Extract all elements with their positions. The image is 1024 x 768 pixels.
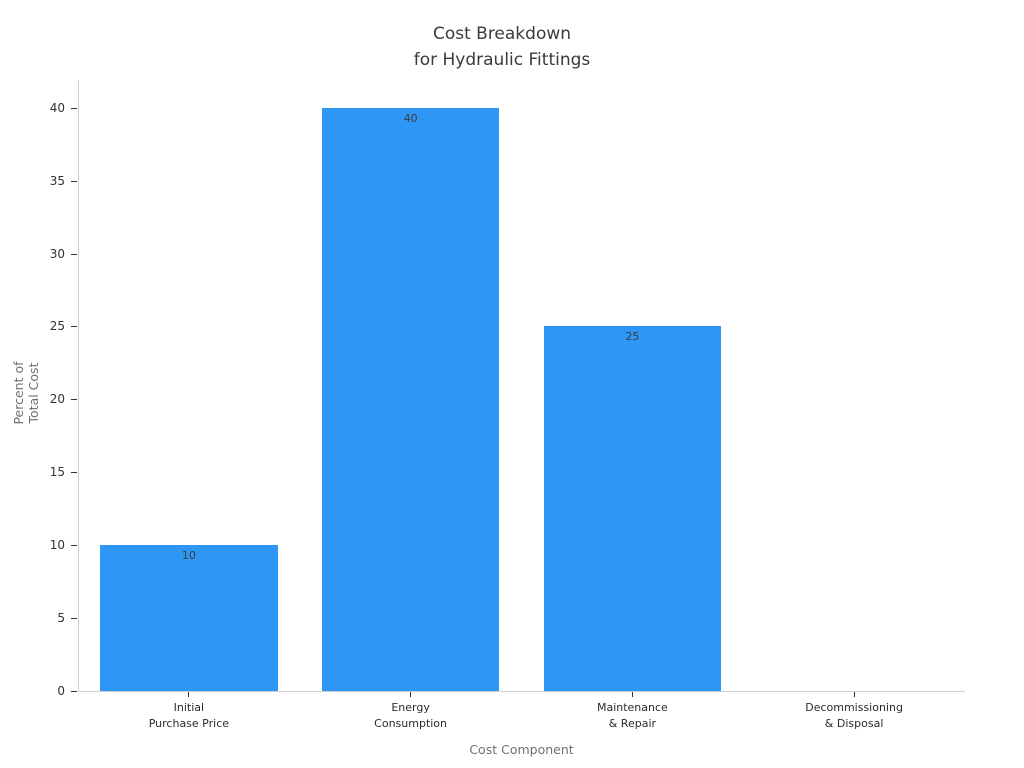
- y-tick-mark: [71, 472, 77, 473]
- x-tick-label: Initial Purchase Price: [148, 701, 230, 730]
- y-tick-mark: [71, 181, 77, 182]
- y-tick-label: 15: [49, 465, 65, 479]
- bar: 25: [543, 326, 722, 691]
- y-tick-label: 0: [57, 684, 65, 698]
- x-axis-line: [78, 691, 965, 692]
- bar-value-label: 25: [625, 330, 640, 344]
- x-tick-mark: [853, 692, 855, 697]
- y-tick-label: 40: [49, 101, 65, 115]
- y-tick-mark: [71, 691, 77, 692]
- y-tick-mark: [71, 545, 77, 546]
- y-tick-mark: [71, 326, 77, 327]
- y-tick-mark: [71, 108, 77, 109]
- bar-value-label: 10: [181, 549, 196, 563]
- y-tick-mark: [71, 618, 77, 619]
- y-tick-mark: [71, 399, 77, 400]
- x-tick-mark: [410, 692, 412, 697]
- x-tick-label: Energy Consumption: [374, 701, 448, 730]
- bar-value-label: 40: [403, 111, 418, 125]
- bar: 10: [100, 545, 278, 691]
- y-tick-label: 20: [49, 392, 65, 406]
- x-axis-title: Cost Component: [469, 742, 574, 757]
- chart-title: Cost Breakdown for Hydraulic Fittings: [413, 24, 591, 70]
- y-tick-label: 10: [49, 538, 65, 552]
- bar: 40: [321, 107, 500, 691]
- y-tick-label: 25: [49, 319, 65, 333]
- x-tick-label: Maintenance & Repair: [596, 701, 668, 730]
- x-tick-mark: [631, 692, 633, 697]
- y-tick-mark: [71, 254, 77, 255]
- y-axis-line: [78, 80, 79, 692]
- y-tick-label: 5: [57, 611, 65, 625]
- x-tick-label: Decommissioning & Disposal: [805, 701, 903, 730]
- y-tick-label: 30: [49, 247, 65, 261]
- x-tick-mark: [188, 692, 190, 697]
- y-tick-label: 35: [49, 174, 65, 188]
